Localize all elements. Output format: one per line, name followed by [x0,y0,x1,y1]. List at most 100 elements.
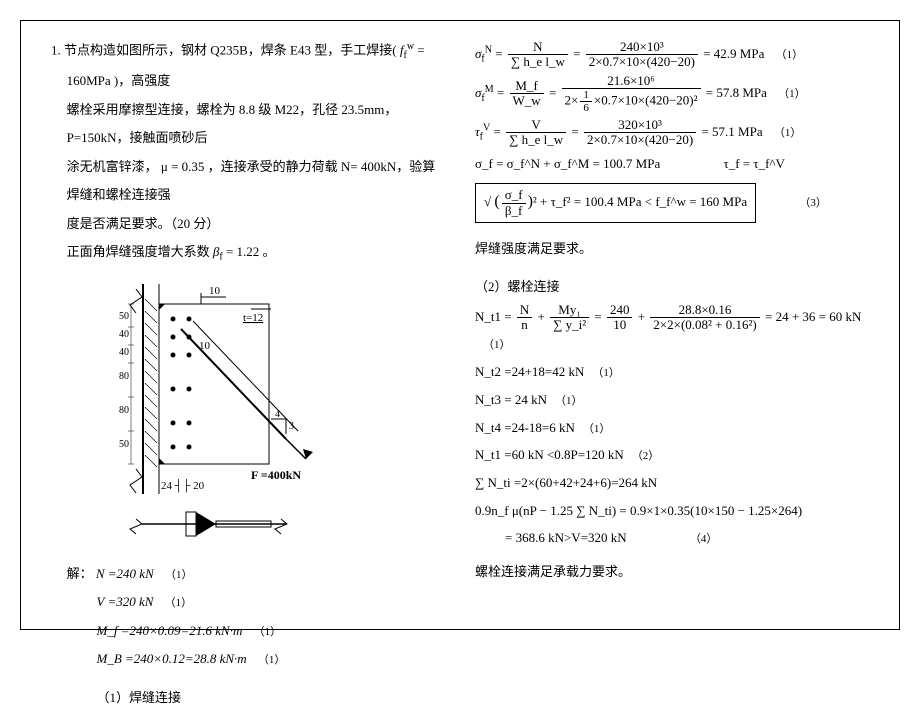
bolt-Nt1-eq: N_t1 = Nn + My₁∑ y_i² = 24010 + 28.8×0.1… [475,303,869,356]
bolt-line: N_t2 =24+18=42 kN（1） [475,360,869,384]
text: N_t1 =60 kN <0.8P=120 kN [475,447,624,462]
points: （1） [776,49,804,61]
val: = 1.22 。 [226,244,276,259]
tail: + τ_f² [540,194,571,209]
row-dim: 80 [119,371,129,382]
points: （1） [165,569,193,581]
dim-bolt: 10 [199,340,211,352]
problem-number: 1. [51,42,61,57]
den: 6 [580,102,592,114]
points: （1） [583,423,611,435]
num: 21.6×10⁶ [562,74,701,89]
num: 320×10³ [584,118,696,133]
bolt-line: N_t1 =60 kN <0.8P=120 kN （2） [475,443,869,467]
sub: f [219,252,222,263]
op: = [594,308,601,323]
mu: μ = 0.35 [161,159,205,174]
den: 2×0.7×10×(420−20) [584,133,696,147]
bottom-dims: 24 ┤├ 20 [161,478,205,493]
points: （2） [632,450,660,462]
dim-top: 10 [209,285,221,297]
text-line: 度是否满足要求。（20 分） [67,210,445,239]
result: = 100.4 MPa < f_f^w = 160 MPa [574,194,747,209]
txt: ×0.7×10×(420−20)² [594,92,698,107]
points: （4） [690,533,718,545]
diagram-svg: 10 t=12 10 50 40 40 80 80 50 [81,279,341,539]
points: （1） [483,339,511,351]
N-eq: N =240 kN [96,566,154,581]
left-column: 1. 节点构造如图所示，钢材 Q235B，焊条 E43 型，手工焊接( ffw … [51,36,445,614]
num: N [508,40,568,55]
result: = 368.6 kN>V=320 kN [505,530,627,545]
combined-stress-eq: √ (σ_fβ_f)² + τ_f² = 100.4 MPa < f_f^w =… [475,179,869,227]
den: 2×16×0.7×10×(420−20)² [562,89,701,114]
problem-statement: 1. 节点构造如图所示，钢材 Q235B，焊条 E43 型，手工焊接( ffw … [67,36,445,96]
points: （1） [254,626,282,638]
text: 涂无机富锌漆， [67,159,158,174]
V-line: V =320 kN （1） [97,588,446,617]
den: ∑ h_e l_w [508,55,568,69]
text: N_t3 = 24 kN [475,392,547,407]
row-dim: 50 [119,439,129,450]
points: （1） [258,654,286,666]
sup: w [407,41,414,52]
text: ，高强度 [118,73,170,88]
sqrt-box: √ (σ_fβ_f)² + τ_f² = 100.4 MPa < f_f^w =… [475,183,756,223]
V-eq: V =320 kN [97,594,154,609]
points: （1） [592,367,620,379]
connection-diagram: 10 t=12 10 50 40 40 80 80 50 [81,279,445,550]
num: 1 [580,89,592,102]
bolt-conclusion: 螺栓连接满足承载力要求。 [475,560,869,583]
num: My₁ [550,303,589,318]
right-column: σfN = N∑ h_e l_w = 240×10³2×0.7×10×(420−… [475,36,869,614]
num: 28.8×0.16 [650,303,759,318]
points: （1） [774,127,802,139]
den: 2×2×(0.08² + 0.16²) [650,318,759,332]
den: ∑ h_e l_w [506,133,566,147]
solution-start: 解： N =240 kN （1） [67,560,445,589]
num: 240 [607,303,633,318]
points: （1） [778,88,806,100]
text: σ_f = σ_f^N + σ_f^M = 100.7 MPa [475,156,660,171]
num: M_f [510,79,544,94]
friction-result: = 368.6 kN>V=320 kN （4） [505,526,869,550]
sup: V [483,123,490,134]
jie-label: 解： [67,566,93,581]
result: = 24 + 36 = 60 kN [765,308,861,323]
text: N_t4 =24-18=6 kN [475,420,575,435]
text: ∑ N_ti =2×(60+42+24+6)=264 kN [475,475,657,490]
row-dim: 40 [119,347,129,358]
angle-v: 3 [289,421,294,432]
result: = 57.1 MPa [701,124,762,139]
row-dim: 50 [119,311,129,322]
Mf-line: M_f =240×0.09=21.6 kN·m （1） [97,617,446,646]
points: （1） [555,395,583,407]
exam-page: 1. 节点构造如图所示，钢材 Q235B，焊条 E43 型，手工焊接( ffw … [20,20,900,630]
op: + [638,308,645,323]
num: N [517,303,532,318]
den: n [517,318,532,332]
weld-conclusion: 焊缝强度满足要求。 [475,237,869,260]
bolt-line: N_t3 = 24 kN （1） [475,388,869,412]
den: 2×0.7×10×(420−20) [586,55,698,69]
sup: M [485,84,494,95]
force-label: F =400kN [251,468,301,482]
den: W_w [510,94,544,108]
den: ∑ y_i² [550,318,589,332]
num: V [506,118,566,133]
result: = 42.9 MPa [703,46,764,61]
sigma-N-eq: σfN = N∑ h_e l_w = 240×10³2×0.7×10×(420−… [475,40,869,70]
sigma-M-eq: σfM = M_fW_w = 21.6×10⁶ 2×16×0.7×10×(420… [475,74,869,114]
row-dim: 40 [119,329,129,340]
den: 10 [607,318,633,332]
beta-line: 正面角焊缝强度增大系数 βf = 1.22 。 [67,238,445,269]
row-dim: 80 [119,405,129,416]
text: 节点构造如图所示，钢材 Q235B，焊条 E43 型，手工焊接 [64,42,392,57]
tau-text: τ_f = τ_f^V [723,156,784,171]
t-label: t=12 [243,312,263,324]
bolt-section-header: （2）螺栓连接 [475,275,869,298]
sup: N [485,44,492,55]
sigma-sum-eq: σ_f = σ_f^N + σ_f^M = 100.7 MPa τ_f = τ_… [475,152,869,175]
den: β_f [502,204,526,218]
MB-eq: M_B =240×0.12=28.8 kN·m [97,651,247,666]
